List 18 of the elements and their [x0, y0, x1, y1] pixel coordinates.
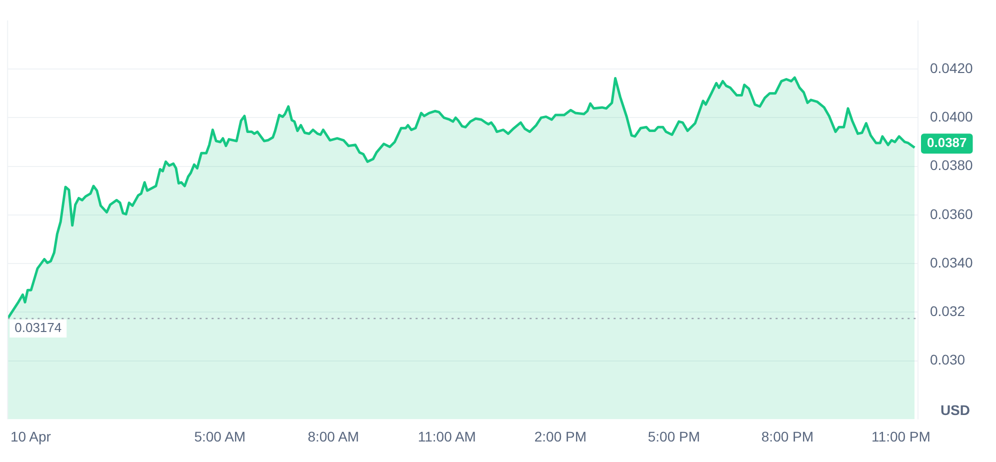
- y-tick-label: 0.0340: [930, 254, 974, 270]
- y-tick-label: 0.032: [930, 303, 966, 320]
- y-tick-label: 0.0400: [930, 108, 974, 125]
- y-tick-label: 0.0420: [930, 60, 974, 76]
- x-tick-label: 8:00 PM: [761, 428, 814, 444]
- x-tick-label: 10 Apr: [10, 428, 52, 444]
- ref-line-label: 0.03174: [14, 320, 62, 336]
- x-tick-label: 5:00 PM: [648, 428, 700, 444]
- y-axis-title: USD: [940, 402, 970, 418]
- x-tick-label: 5:00 AM: [194, 428, 246, 444]
- x-tick-label: 11:00 PM: [872, 428, 930, 444]
- y-tick-label: 0.0360: [930, 206, 974, 222]
- x-tick-label: 8:00 AM: [308, 428, 360, 444]
- x-tick-label: 2:00 PM: [534, 428, 586, 444]
- y-tick-label: 0.0380: [930, 157, 974, 174]
- x-tick-label: 11:00 AM: [418, 428, 476, 444]
- y-tick-label: 0.030: [930, 352, 966, 368]
- text: 0.0387: [927, 135, 967, 150]
